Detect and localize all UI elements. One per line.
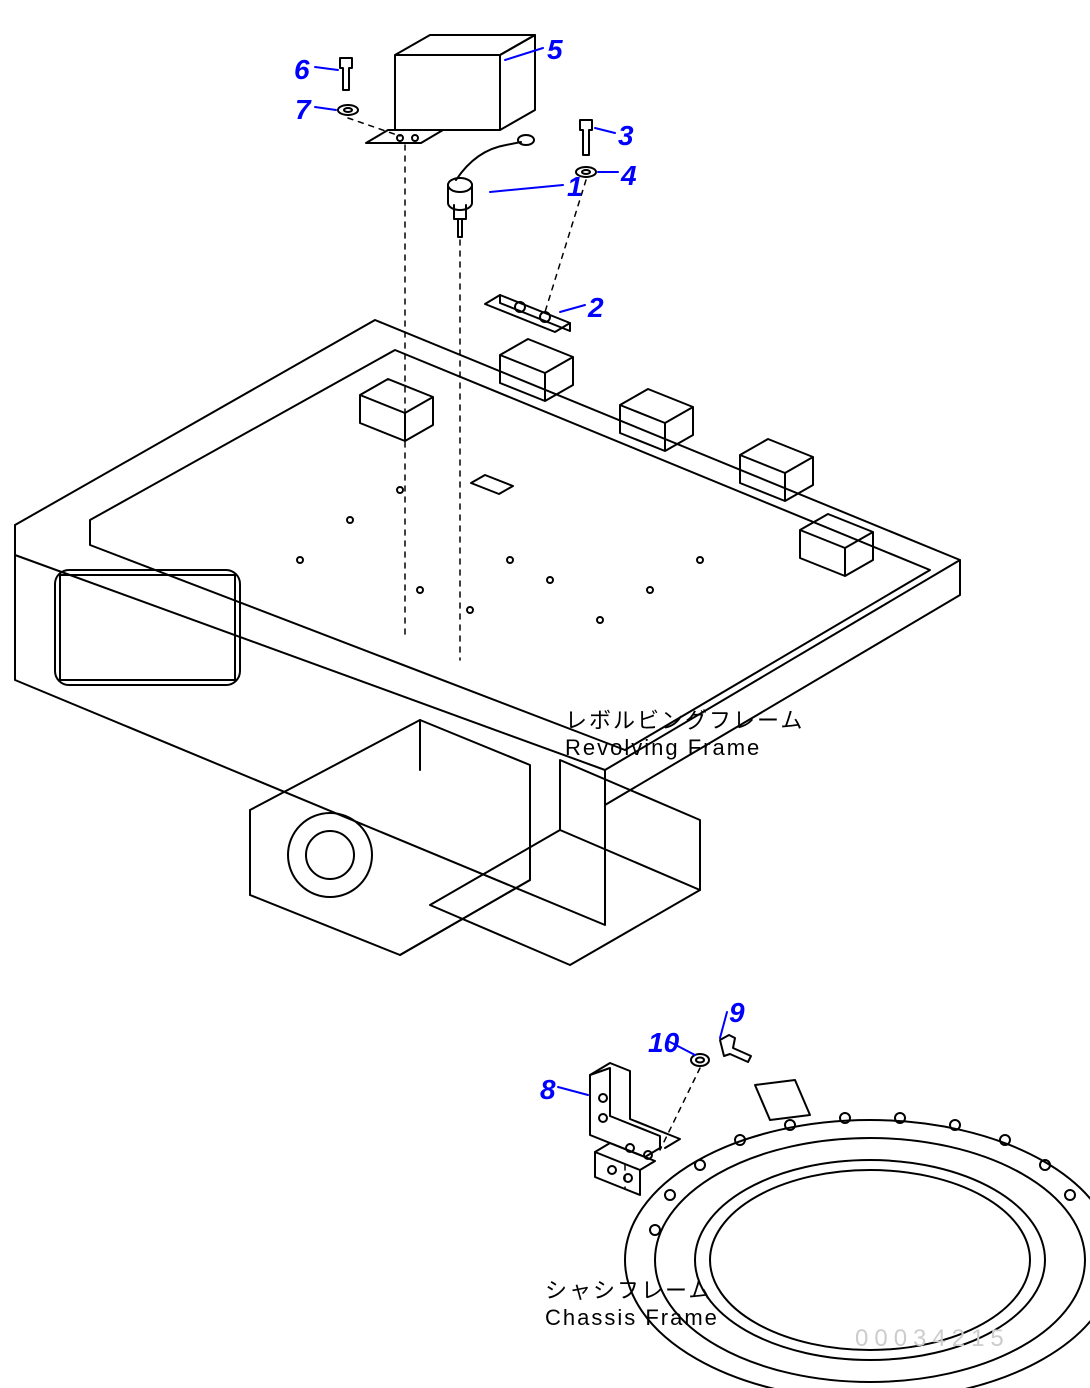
label-revolving-en: Revolving Frame [565, 735, 804, 761]
label-chassis-en: Chassis Frame [545, 1305, 719, 1331]
callout-7: 7 [295, 94, 311, 126]
callout-2: 2 [588, 292, 604, 324]
callout-10: 10 [648, 1027, 679, 1059]
lineart [0, 0, 1090, 1388]
callout-3: 3 [618, 120, 634, 152]
label-revolving-jp: レボルビングフレーム [565, 703, 804, 735]
callout-6: 6 [294, 54, 310, 86]
callout-9: 9 [729, 997, 745, 1029]
callout-8: 8 [540, 1074, 556, 1106]
drawing-number: 00034215 [855, 1325, 1010, 1353]
callout-4: 4 [621, 160, 637, 192]
parts-diagram: 1 2 3 4 5 6 7 8 9 10 レボルビングフレーム Revolvin… [0, 0, 1090, 1388]
label-revolving-frame: レボルビングフレーム Revolving Frame [565, 703, 804, 761]
callout-5: 5 [547, 34, 563, 66]
label-chassis-frame: シャシフレーム Chassis Frame [545, 1273, 719, 1331]
label-chassis-jp: シャシフレーム [545, 1273, 719, 1305]
callout-1: 1 [567, 171, 583, 203]
